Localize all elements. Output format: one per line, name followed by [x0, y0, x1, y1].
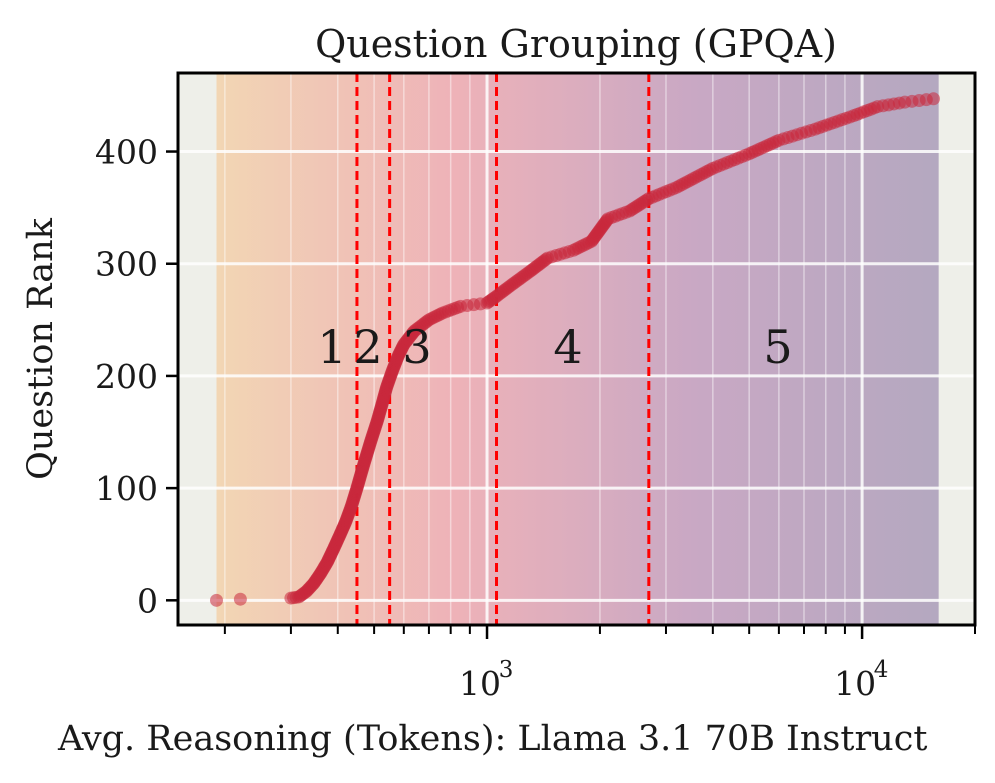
x-tick-label-10000: 104 — [834, 657, 888, 703]
plot-frame — [176, 71, 977, 627]
y-tick-label-400: 400 — [95, 133, 158, 172]
x-tick-exponent: 3 — [499, 657, 514, 683]
bands-layer — [216, 73, 939, 625]
divider-layer — [355, 73, 651, 625]
points-layer — [210, 92, 940, 607]
x-tick-label-1000: 103 — [459, 657, 513, 703]
scatter-point — [233, 592, 247, 606]
y-tick-label-300: 300 — [95, 245, 158, 284]
band-label-1: 1 — [317, 320, 346, 374]
band-1 — [216, 73, 357, 625]
band-2 — [356, 73, 390, 625]
scatter-point — [210, 593, 224, 607]
y-tick-label-0: 0 — [137, 581, 158, 620]
band-label-2: 2 — [353, 320, 382, 374]
band-4 — [496, 73, 649, 625]
y-tick-label-200: 200 — [95, 357, 158, 396]
band-label-5: 5 — [763, 320, 792, 374]
band-5 — [648, 73, 939, 625]
chart-title: Question Grouping (GPQA) — [315, 22, 837, 66]
x-axis: 103 104 — [223, 625, 976, 703]
x-tick-base: 10 — [834, 664, 876, 703]
band-label-4: 4 — [553, 320, 582, 374]
grid-layer — [178, 73, 975, 625]
x-tick-exponent: 4 — [874, 657, 889, 683]
band-label-3: 3 — [402, 320, 431, 374]
y-tick-label-100: 100 — [95, 469, 158, 508]
scatter-point — [926, 92, 940, 106]
y-axis: 0 100 200 300 400 — [95, 133, 178, 620]
x-axis-label: Avg. Reasoning (Tokens): Llama 3.1 70B I… — [57, 719, 927, 759]
x-tick-base: 10 — [459, 664, 501, 703]
y-axis-label: Question Rank — [21, 217, 61, 479]
